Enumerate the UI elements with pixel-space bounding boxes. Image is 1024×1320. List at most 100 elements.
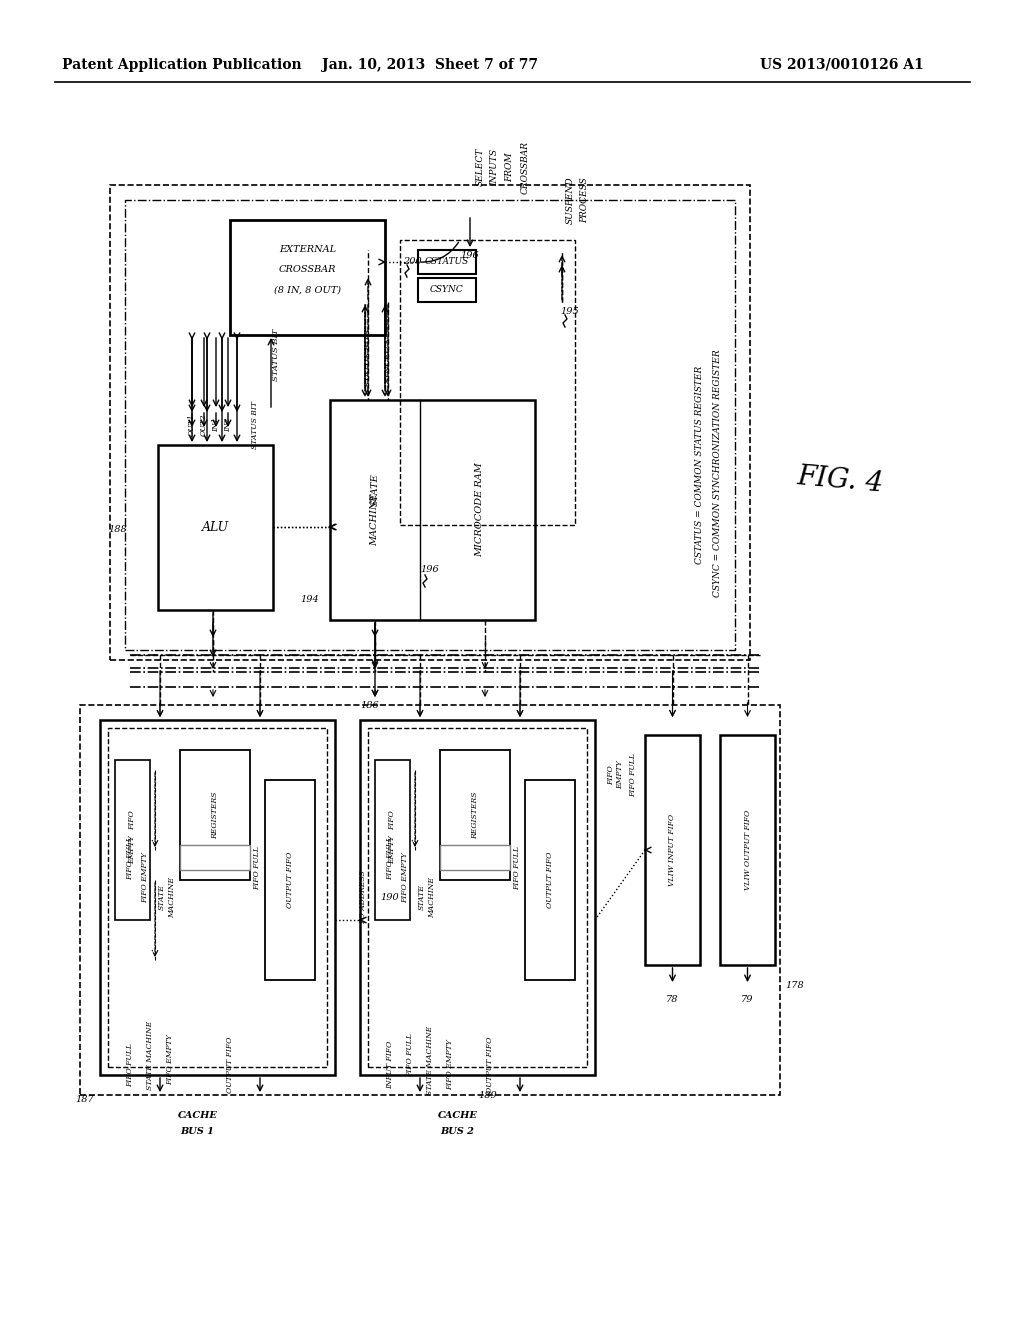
Text: FIFO: FIFO (388, 810, 396, 830)
Text: 187: 187 (76, 1096, 94, 1105)
Text: FIFO FULL: FIFO FULL (406, 1034, 414, 1077)
Text: I/O ADDRESS: I/O ADDRESS (359, 871, 367, 924)
Text: IN2: IN2 (224, 417, 232, 432)
Text: IN1: IN1 (212, 417, 220, 432)
Text: FIFO: FIFO (128, 810, 136, 830)
Text: FIFO EMPTY: FIFO EMPTY (141, 853, 150, 903)
Text: PROCESS: PROCESS (581, 177, 590, 223)
Text: CROSSBAR: CROSSBAR (279, 265, 336, 275)
Bar (230, 220, 385, 335)
Text: ALU: ALU (202, 521, 229, 535)
Text: FIFO FULL: FIFO FULL (513, 846, 521, 890)
Text: INPUT FIFO: INPUT FIFO (386, 1041, 394, 1089)
Text: SELECT: SELECT (475, 148, 484, 186)
Bar (265, 780, 315, 979)
Bar (115, 760, 150, 920)
Bar (110, 185, 750, 660)
Text: 186: 186 (360, 701, 379, 710)
Text: MICROCODE RAM: MICROCODE RAM (475, 462, 484, 557)
Text: Patent Application Publication: Patent Application Publication (62, 58, 302, 73)
Text: VLIW OUTPUT FIFO: VLIW OUTPUT FIFO (743, 810, 752, 890)
Bar (375, 760, 410, 920)
Text: STATUS BIT: STATUS BIT (251, 401, 259, 449)
Bar (368, 729, 587, 1067)
Text: STATE: STATE (371, 474, 380, 507)
Bar (720, 735, 775, 965)
Text: FROM: FROM (506, 152, 514, 182)
Text: 196: 196 (421, 565, 439, 574)
Text: OUTPUT FIFO: OUTPUT FIFO (546, 851, 554, 908)
Text: CROSSBAR: CROSSBAR (520, 140, 529, 194)
Text: REGISTERS: REGISTERS (211, 791, 219, 838)
Text: MACHINE: MACHINE (428, 876, 436, 917)
Text: 178: 178 (785, 981, 805, 990)
Text: (8 IN, 8 OUT): (8 IN, 8 OUT) (274, 285, 341, 294)
Text: STATE: STATE (418, 884, 426, 911)
Text: SYNCBITS: SYNCBITS (384, 337, 392, 383)
Text: CSYNC: CSYNC (430, 285, 464, 294)
Bar (80, 705, 780, 1096)
Text: STATUS BITS: STATUS BITS (364, 329, 372, 387)
Text: CACHE: CACHE (437, 1110, 477, 1119)
Text: 194: 194 (301, 595, 319, 605)
Text: MACHINE: MACHINE (168, 876, 176, 917)
Bar (525, 780, 575, 979)
Text: STATE: STATE (158, 884, 166, 911)
Text: OUT2: OUT2 (200, 413, 208, 437)
Bar (440, 750, 510, 880)
Bar (108, 729, 327, 1067)
Text: FIFO FULL: FIFO FULL (126, 1043, 134, 1086)
Bar (158, 445, 273, 610)
Text: EMPTY: EMPTY (128, 836, 136, 865)
Bar (180, 845, 250, 870)
Text: CSYNC = COMMON SYNCHRONIZATION REGISTER: CSYNC = COMMON SYNCHRONIZATION REGISTER (713, 350, 722, 597)
Text: OUTPUT FIFO: OUTPUT FIFO (286, 851, 294, 908)
Text: EMPTY: EMPTY (388, 836, 396, 865)
Text: BUS 2: BUS 2 (440, 1127, 474, 1137)
Text: VLIW INPUT FIFO: VLIW INPUT FIFO (669, 814, 677, 886)
Text: SUSPEND: SUSPEND (565, 176, 574, 224)
Text: OUTPUT FIFO: OUTPUT FIFO (226, 1036, 234, 1093)
Text: FIFO FULL: FIFO FULL (386, 836, 394, 879)
Bar (100, 719, 335, 1074)
Text: US 2013/0010126 A1: US 2013/0010126 A1 (760, 58, 924, 73)
Text: 190: 190 (381, 894, 399, 902)
Text: CACHE: CACHE (177, 1110, 217, 1119)
Text: BUS 1: BUS 1 (180, 1127, 214, 1137)
Text: REGISTERS: REGISTERS (471, 791, 479, 838)
Text: FIFO EMPTY: FIFO EMPTY (166, 1035, 174, 1085)
Text: INPUTS: INPUTS (490, 149, 500, 186)
Text: 188: 188 (109, 525, 127, 535)
Bar (330, 400, 535, 620)
Text: CSTATUS = COMMON STATUS REGISTER: CSTATUS = COMMON STATUS REGISTER (695, 366, 705, 564)
Bar (180, 750, 250, 880)
Text: FIFO
EMPTY: FIFO EMPTY (607, 760, 625, 789)
Text: 78: 78 (667, 995, 679, 1005)
Text: FIFO FULL: FIFO FULL (253, 846, 261, 890)
Text: FIFO EMPTY: FIFO EMPTY (446, 1040, 454, 1090)
Text: OUT1: OUT1 (188, 413, 196, 437)
Text: STATE MACHINE: STATE MACHINE (426, 1026, 434, 1094)
Bar (418, 249, 476, 275)
Bar (360, 719, 595, 1074)
Bar (125, 201, 735, 649)
Text: 189: 189 (478, 1090, 497, 1100)
Text: 195: 195 (560, 308, 580, 317)
Text: FIFO FULL: FIFO FULL (629, 752, 637, 797)
Text: 200: 200 (402, 257, 421, 267)
Text: 196: 196 (461, 251, 479, 260)
Bar (418, 279, 476, 302)
Bar (400, 240, 575, 525)
Bar (440, 845, 510, 870)
Text: EXTERNAL: EXTERNAL (279, 246, 336, 255)
Text: STATE MACHINE: STATE MACHINE (146, 1020, 154, 1089)
Bar (645, 735, 700, 965)
Text: Jan. 10, 2013  Sheet 7 of 77: Jan. 10, 2013 Sheet 7 of 77 (322, 58, 538, 73)
Text: CSTATUS: CSTATUS (425, 257, 469, 267)
Text: FIFO EMPTY: FIFO EMPTY (401, 853, 409, 903)
Text: FIG. 4: FIG. 4 (796, 463, 885, 498)
Text: MACHINE: MACHINE (371, 494, 380, 546)
Text: 79: 79 (741, 995, 754, 1005)
Text: OUTPUT FIFO: OUTPUT FIFO (486, 1036, 494, 1093)
Text: STATUS BIT: STATUS BIT (272, 329, 280, 381)
